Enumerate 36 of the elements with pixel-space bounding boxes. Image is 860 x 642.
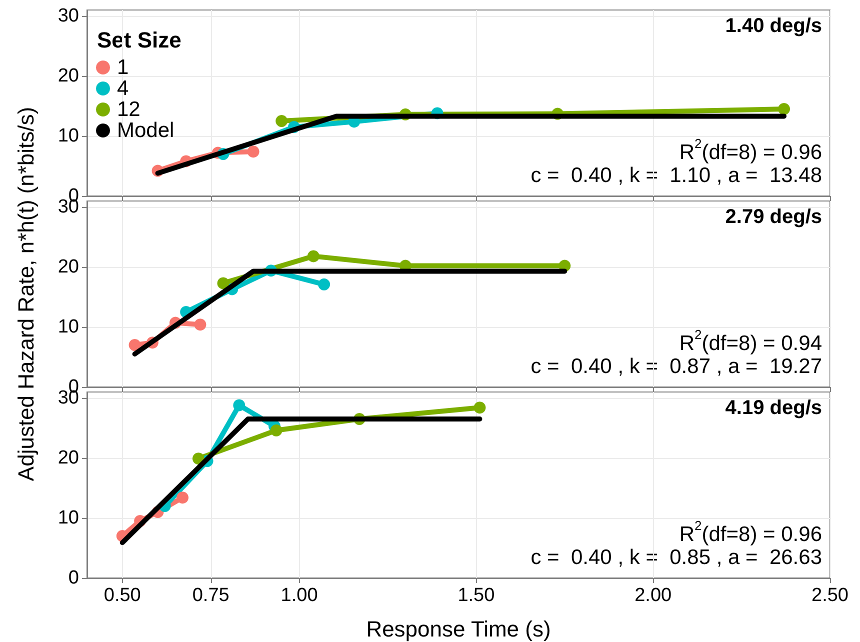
annotation: 1.40 deg/s	[725, 15, 822, 37]
point	[474, 402, 486, 414]
y-tick-label: 20	[58, 448, 79, 468]
x-tick-label: 0.75	[192, 585, 230, 606]
y-tick-label: 20	[58, 66, 79, 86]
legend-label: 1	[117, 56, 129, 79]
legend-title: Set Size	[97, 28, 182, 52]
legend-label: 12	[117, 98, 140, 121]
x-tick-label: 0.50	[104, 585, 141, 606]
x-axis-title: Response Time (s)	[366, 616, 551, 642]
point	[778, 103, 790, 115]
point	[233, 399, 246, 412]
x-tick-label: 2.50	[812, 585, 848, 606]
legend-label: Model	[117, 119, 174, 142]
point	[307, 250, 320, 262]
y-tick-label: 30	[58, 6, 79, 26]
y-tick-label: 20	[58, 256, 79, 278]
point	[247, 146, 260, 158]
point	[176, 492, 189, 504]
y-tick-label: 0	[68, 568, 79, 588]
point	[217, 277, 230, 290]
annotation: 2.79 deg/s	[725, 206, 822, 228]
y-tick-label: 10	[58, 316, 79, 338]
point	[194, 318, 206, 331]
point	[270, 424, 282, 436]
x-tick-label: 1.00	[280, 585, 318, 606]
x-tick-label: 2.00	[634, 585, 672, 606]
point	[276, 115, 288, 127]
point	[318, 278, 330, 290]
legend-label: 4	[117, 77, 129, 100]
y-axis-title: Adjusted Hazard Rate, n*h(t) (n*bits/s)	[14, 106, 38, 482]
x-tick-label: 1.50	[458, 585, 495, 606]
annotation: 4.19 deg/s	[725, 397, 822, 419]
y-tick-label: 10	[58, 126, 79, 146]
point	[128, 339, 141, 351]
y-tick-label: 10	[58, 508, 79, 528]
